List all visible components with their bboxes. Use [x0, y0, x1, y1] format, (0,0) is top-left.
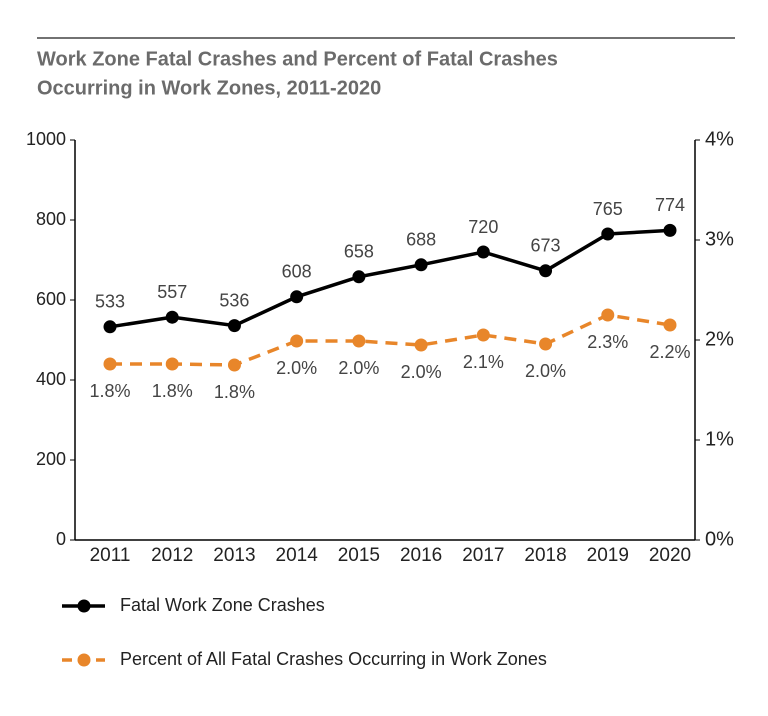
data-label: 673	[531, 236, 561, 256]
point	[539, 337, 553, 351]
chart-title: Work Zone Fatal Crashes and Percent of F…	[37, 48, 558, 70]
data-label: 774	[655, 195, 685, 215]
x-tick-label: 2018	[524, 545, 566, 566]
data-label: 1.8%	[214, 382, 255, 402]
data-label: 2.0%	[276, 358, 317, 378]
y2-tick-label: 1%	[705, 428, 734, 450]
data-label: 765	[593, 199, 623, 219]
point	[539, 264, 553, 278]
point	[476, 328, 490, 342]
legend-label: Percent of All Fatal Crashes Occurring i…	[120, 649, 547, 669]
point	[290, 290, 304, 304]
data-label: 2.2%	[649, 342, 690, 362]
x-tick-label: 2013	[213, 545, 255, 566]
legend-label: Fatal Work Zone Crashes	[120, 595, 325, 615]
x-tick-label: 2012	[151, 545, 193, 566]
data-label: 2.1%	[463, 352, 504, 372]
data-label: 536	[219, 290, 249, 310]
point	[476, 245, 490, 259]
series-line	[110, 313, 671, 367]
y2-tick-label: 2%	[705, 328, 734, 350]
data-label: 1.8%	[89, 381, 130, 401]
point	[165, 310, 179, 324]
point	[103, 320, 117, 334]
point	[165, 357, 179, 371]
point	[290, 334, 304, 348]
x-tick-label: 2016	[400, 545, 442, 566]
data-label: 2.0%	[338, 358, 379, 378]
series-line	[109, 228, 671, 329]
point	[601, 227, 615, 241]
y2-tick-label: 3%	[705, 228, 734, 250]
legend-marker	[77, 599, 91, 613]
point	[601, 308, 615, 322]
x-tick-label: 2015	[338, 545, 380, 566]
data-label: 2.0%	[525, 361, 566, 381]
point	[227, 358, 241, 372]
x-tick-label: 2011	[90, 545, 131, 566]
x-tick-label: 2014	[276, 545, 319, 566]
point	[414, 258, 428, 272]
data-label: 720	[468, 217, 498, 237]
data-label: 533	[95, 292, 125, 312]
x-tick-label: 2017	[462, 545, 504, 566]
y-tick-label: 600	[36, 289, 66, 309]
legend-marker	[77, 653, 91, 667]
y2-tick-label: 4%	[705, 128, 734, 150]
data-label: 688	[406, 230, 436, 250]
chart-title: Occurring in Work Zones, 2011-2020	[37, 77, 381, 99]
y-tick-label: 800	[36, 209, 66, 229]
data-label: 608	[282, 262, 312, 282]
y-tick-label: 1000	[26, 129, 66, 149]
x-tick-label: 2020	[649, 545, 691, 566]
point	[227, 319, 241, 333]
y2-tick-label: 0%	[705, 528, 734, 550]
point	[352, 270, 366, 284]
data-label: 2.0%	[401, 362, 442, 382]
data-label: 658	[344, 242, 374, 262]
x-tick-label: 2019	[587, 545, 629, 566]
data-label: 557	[157, 282, 187, 302]
y-tick-label: 0	[56, 529, 66, 549]
data-label: 1.8%	[152, 381, 193, 401]
data-label: 2.3%	[587, 332, 628, 352]
point	[663, 318, 677, 332]
point	[352, 334, 366, 348]
point	[663, 223, 677, 237]
y-tick-label: 200	[36, 449, 66, 469]
y-tick-label: 400	[36, 369, 66, 389]
point	[103, 357, 117, 371]
point	[414, 338, 428, 352]
